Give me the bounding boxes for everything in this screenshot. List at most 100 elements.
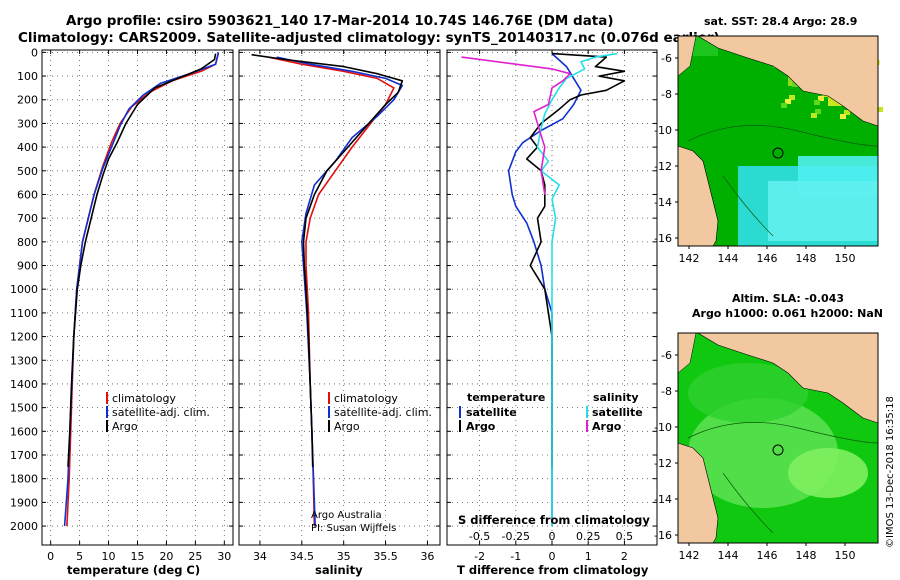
- depth-contour: [687, 422, 879, 444]
- x-tick-label: 2: [621, 550, 628, 563]
- sst-pixel: [814, 100, 820, 105]
- legend-swatch-argo: [106, 420, 108, 432]
- x-tick-label: 0: [549, 550, 556, 563]
- sst-pixel: [840, 114, 846, 119]
- legend-argo: Argo: [112, 420, 138, 433]
- sst-pixel: [877, 107, 883, 112]
- depth-contour: [722, 472, 774, 534]
- x-tick-label: 34: [253, 550, 267, 563]
- lon-tick-label: 150: [835, 252, 856, 265]
- legend-t-satellite: satellite: [466, 406, 517, 419]
- legend-swatch-t-satellite: [459, 406, 461, 418]
- x-tick-label: -1: [510, 550, 521, 563]
- lat-tick-label: -12: [654, 457, 672, 470]
- temperature-legend: climatology satellite-adj. clim. Argo: [106, 392, 210, 433]
- legend-swatch-satellite: [328, 406, 330, 418]
- sla-patch: [688, 363, 808, 423]
- legend-climatology: climatology: [112, 392, 176, 405]
- depth-tick-label: 2000: [10, 520, 38, 533]
- depth-tick-label: 700: [17, 212, 38, 225]
- x-tick-label: 35.5: [373, 550, 398, 563]
- s-diff-tick-label: 0: [549, 530, 556, 543]
- series-line-climatology: [268, 56, 395, 527]
- sst-pixel: [781, 103, 787, 108]
- depth-tick-label: 1300: [10, 354, 38, 367]
- s-diff-tick-label: 0.25: [576, 530, 601, 543]
- legend-swatch-s-argo: [586, 420, 588, 432]
- lat-tick-label: -14: [654, 493, 672, 506]
- sst-pixel: [811, 113, 817, 118]
- lat-tick-label: -16: [654, 529, 672, 542]
- sst-pixel: [792, 82, 798, 87]
- legend-swatch-satellite: [106, 406, 108, 418]
- t-difference-axis-label: T difference from climatology: [457, 563, 649, 577]
- lon-tick-label: 150: [835, 549, 856, 562]
- x-tick-label: 36: [420, 550, 434, 563]
- legend-satellite: satellite-adj. clim.: [112, 406, 210, 419]
- depth-tick-label: 0: [31, 46, 38, 59]
- lat-tick-label: -8: [661, 88, 672, 101]
- series-line-satellite-adj-clim-: [276, 56, 404, 527]
- credit-line-2: PI: Susan Wijffels: [311, 523, 396, 534]
- legend-argo: Argo: [334, 420, 360, 433]
- x-tick-label: 30: [217, 550, 231, 563]
- watermark: ©IMOS 13-Dec-2018 16:35:18: [885, 396, 896, 548]
- map-frame: [677, 332, 879, 544]
- series-line-argo: [251, 53, 404, 467]
- lat-tick-label: -12: [654, 160, 672, 173]
- lat-tick-label: -6: [661, 349, 672, 362]
- sla-map-title-1: Altim. SLA: -0.043: [732, 292, 844, 305]
- x-tick-label: 25: [188, 550, 202, 563]
- x-tick-label: 5: [76, 550, 83, 563]
- lat-tick-label: -6: [661, 52, 672, 65]
- lat-tick-label: -8: [661, 385, 672, 398]
- depth-tick-label: 800: [17, 236, 38, 249]
- x-tick-label: 20: [159, 550, 173, 563]
- legend-title-temperature: temperature: [467, 391, 545, 404]
- x-tick-label: 0: [47, 550, 54, 563]
- sst-pixel: [815, 109, 821, 114]
- lon-tick-label: 148: [796, 252, 817, 265]
- legend-climatology: climatology: [334, 392, 398, 405]
- legend-title-salinity: salinity: [593, 391, 639, 404]
- sst-patch: [768, 181, 878, 241]
- depth-contour: [722, 175, 774, 237]
- depth-tick-label: 1200: [10, 331, 38, 344]
- plot-frame: [238, 49, 441, 546]
- x-tick-label: 35: [337, 550, 351, 563]
- sla-map-title-2: Argo h1000: 0.061 h2000: NaN: [692, 307, 883, 320]
- x-tick-label: -2: [474, 550, 485, 563]
- credit-line-1: Argo Australia: [311, 510, 382, 521]
- salinity-legend: climatology satellite-adj. clim. Argo: [328, 392, 432, 433]
- lat-tick-label: -10: [654, 124, 672, 137]
- series-line-temperature-argo: [525, 52, 626, 467]
- sst-pixel: [785, 99, 791, 104]
- legend-swatch-climatology: [106, 392, 108, 404]
- depth-tick-label: 100: [17, 70, 38, 83]
- legend-satellite: satellite-adj. clim.: [334, 406, 432, 419]
- depth-tick-label: 200: [17, 94, 38, 107]
- series-line-salinity-argo: [461, 56, 571, 195]
- depth-tick-label: 1600: [10, 425, 38, 438]
- map-frame: [677, 35, 879, 247]
- legend-swatch-t-argo: [459, 420, 461, 432]
- title-line-2: Climatology: CARS2009. Satellite-adjuste…: [18, 30, 720, 46]
- lat-tick-label: -14: [654, 196, 672, 209]
- lon-tick-label: 144: [718, 549, 739, 562]
- lon-tick-label: 146: [757, 549, 778, 562]
- depth-contour: [687, 125, 879, 147]
- x-tick-label: 1: [585, 550, 592, 563]
- s-diff-tick-label: 0.5: [616, 530, 634, 543]
- series-line-argo: [67, 53, 217, 467]
- lon-tick-label: 144: [718, 252, 739, 265]
- depth-tick-label: 1700: [10, 449, 38, 462]
- lat-tick-label: -10: [654, 421, 672, 434]
- lon-tick-label: 142: [679, 252, 700, 265]
- depth-tick-label: 1400: [10, 378, 38, 391]
- s-difference-axis-label: S difference from climatology: [458, 513, 650, 527]
- temperature-axis-label: temperature (deg C): [67, 563, 200, 577]
- depth-tick-label: 1800: [10, 473, 38, 486]
- sst-map-title: sat. SST: 28.4 Argo: 28.9: [704, 15, 857, 28]
- sst-pixel: [818, 96, 824, 101]
